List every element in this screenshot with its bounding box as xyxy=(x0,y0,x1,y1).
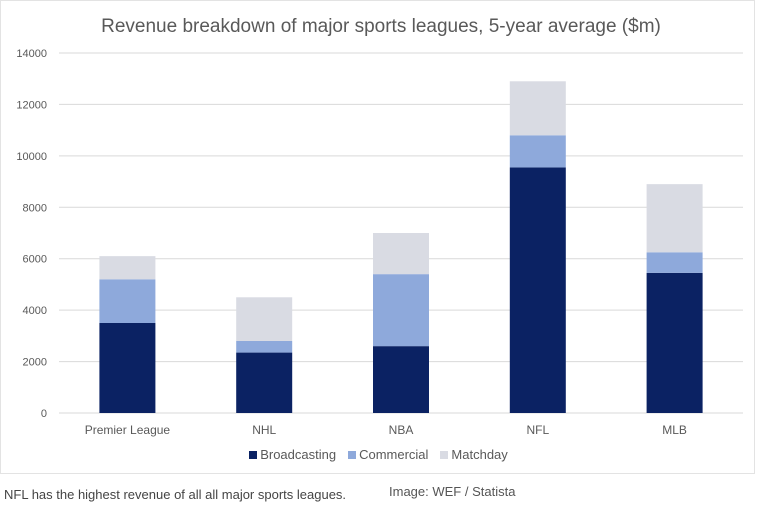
legend-label: Broadcasting xyxy=(260,447,337,462)
x-tick-label: MLB xyxy=(662,423,687,437)
legend-item-matchday[interactable]: Matchday xyxy=(440,447,508,462)
x-tick-label: NBA xyxy=(389,423,414,437)
legend-label: Matchday xyxy=(451,447,508,462)
legend-swatch xyxy=(249,450,258,459)
bar-premier-league-matchday[interactable] xyxy=(99,256,156,280)
bar-layer xyxy=(99,81,703,413)
legend-item-broadcasting[interactable]: Broadcasting xyxy=(249,447,336,462)
legend-swatch xyxy=(440,450,449,459)
y-tick-label: 14000 xyxy=(16,48,47,60)
x-tick-label: Premier League xyxy=(85,423,171,437)
y-tick-label: 12000 xyxy=(16,99,47,111)
bar-mlb-matchday[interactable] xyxy=(646,184,703,253)
bar-nhl-commercial[interactable] xyxy=(236,341,293,353)
bar-nfl-commercial[interactable] xyxy=(509,135,566,168)
image-credit: Image: WEF / Statista xyxy=(389,484,516,499)
y-tick-label: 10000 xyxy=(16,151,47,163)
figure-caption: NFL has the highest revenue of all all m… xyxy=(4,487,347,502)
bar-nhl-broadcasting[interactable] xyxy=(236,352,293,413)
y-tick-label: 0 xyxy=(41,408,47,420)
x-tick-label: NFL xyxy=(526,423,549,437)
revenue-chart: Revenue breakdown of major sports league… xyxy=(16,16,743,437)
legend-swatch xyxy=(348,450,357,459)
y-tick-label: 6000 xyxy=(23,254,47,266)
bar-mlb-broadcasting[interactable] xyxy=(646,272,703,413)
bar-nba-broadcasting[interactable] xyxy=(373,346,429,413)
y-tick-label: 2000 xyxy=(23,357,47,369)
y-tick-label: 8000 xyxy=(23,202,47,214)
bar-nfl-broadcasting[interactable] xyxy=(509,167,566,413)
bar-premier-league-broadcasting[interactable] xyxy=(99,323,156,413)
bar-nba-commercial[interactable] xyxy=(373,274,429,347)
bar-mlb-commercial[interactable] xyxy=(646,252,703,273)
chart-title: Revenue breakdown of major sports league… xyxy=(101,16,661,37)
legend-item-commercial[interactable]: Commercial xyxy=(348,447,428,462)
bar-premier-league-commercial[interactable] xyxy=(99,279,156,323)
x-tick-label: NHL xyxy=(252,423,276,437)
y-tick-label: 4000 xyxy=(23,305,47,317)
bar-nfl-matchday[interactable] xyxy=(509,81,566,136)
chart-frame: Revenue breakdown of major sports league… xyxy=(0,0,755,474)
legend-label: Commercial xyxy=(359,447,429,462)
x-axis-ticks: Premier League NHL NBA NFL MLB xyxy=(85,423,687,437)
bar-nba-matchday[interactable] xyxy=(373,233,429,275)
y-axis-ticks: 0 2000 4000 6000 8000 10000 12000 14000 xyxy=(16,48,47,420)
chart-legend: Broadcasting Commercial Matchday xyxy=(1,447,756,462)
bar-nhl-matchday[interactable] xyxy=(236,297,293,341)
